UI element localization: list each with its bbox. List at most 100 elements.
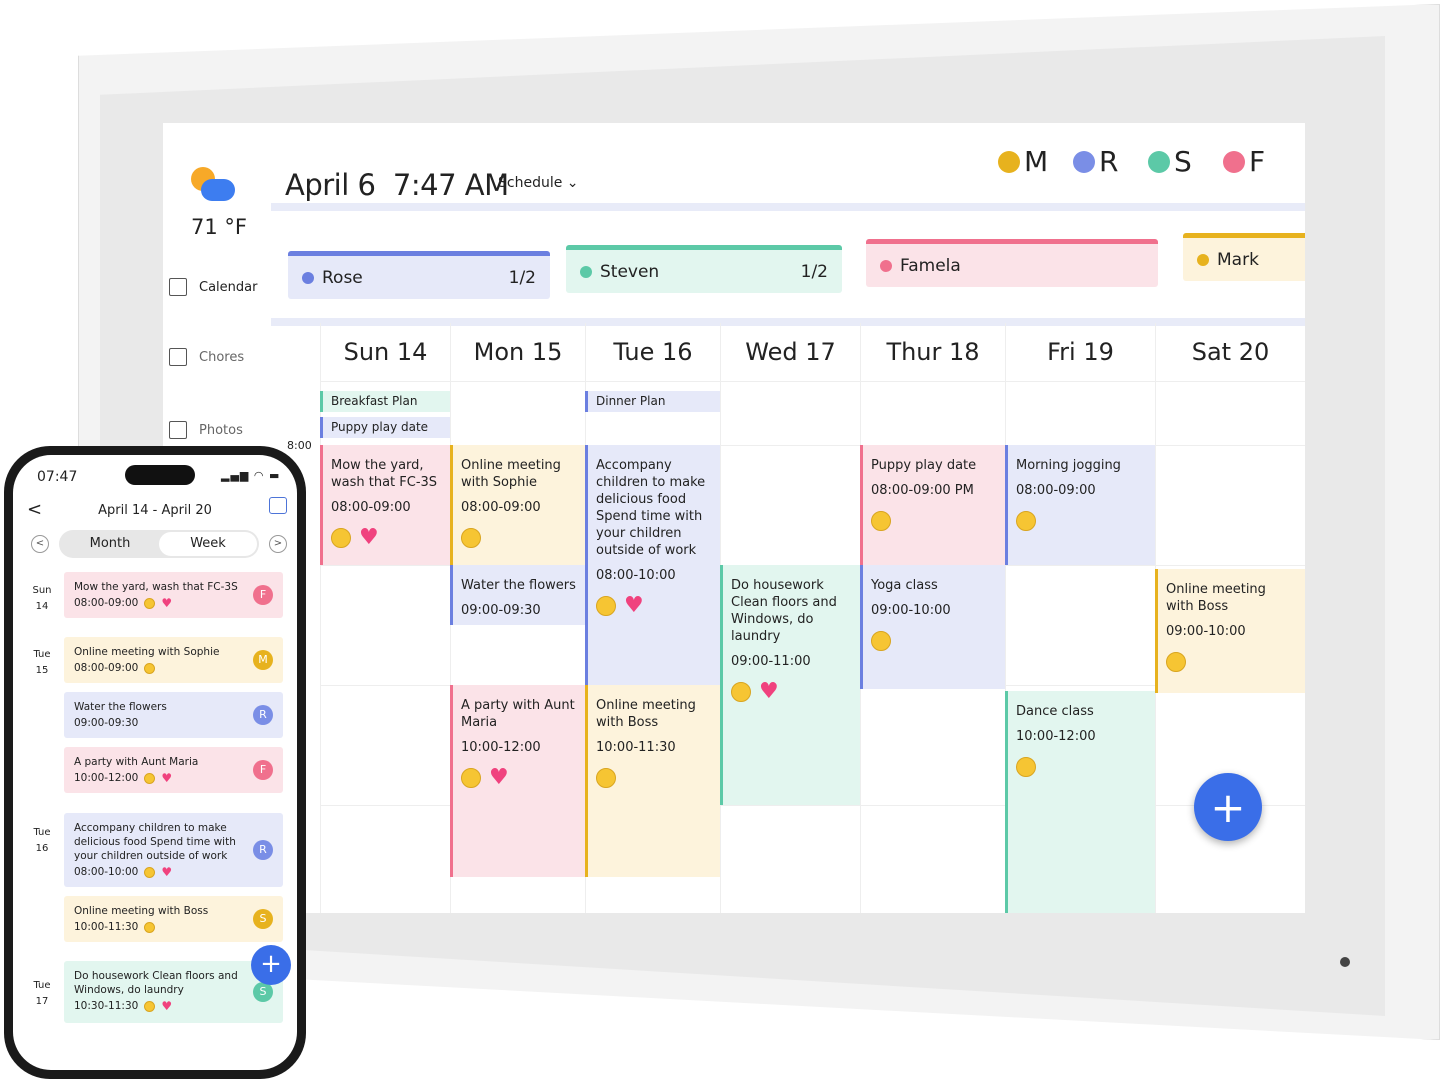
heart-icon: ♥ bbox=[759, 679, 779, 704]
calendar-event[interactable]: Puppy play date 08:00-09:00 PM bbox=[860, 445, 1005, 565]
dynamic-island bbox=[125, 465, 195, 485]
day-header[interactable]: Sun 14 bbox=[320, 323, 450, 381]
smiley-face-icon bbox=[144, 662, 156, 674]
avatar: R bbox=[253, 840, 273, 860]
event-title: Do housework Clean floors and Windows, d… bbox=[74, 970, 238, 996]
calendar-event[interactable]: Yoga class 09:00-10:00 bbox=[860, 565, 1005, 689]
back-button[interactable]: < bbox=[27, 499, 43, 520]
calendar-event[interactable]: A party with Aunt Maria 10:00-12:00 ♥ bbox=[450, 685, 585, 877]
list-event[interactable]: Online meeting with Boss 10:00-11:30 S bbox=[64, 896, 283, 942]
day-header[interactable]: Wed 17 bbox=[720, 323, 860, 381]
legend-item-S: S bbox=[1148, 145, 1192, 178]
member-name: Steven bbox=[600, 261, 660, 282]
event-time: 08:00-09:00 bbox=[74, 662, 139, 674]
day-header[interactable]: Thur 18 bbox=[860, 323, 1005, 381]
smiley-face-icon bbox=[871, 511, 891, 531]
calendar-event[interactable]: Do housework Clean floors and Windows, d… bbox=[720, 565, 860, 805]
event-title: A party with Aunt Maria bbox=[461, 698, 575, 730]
member-card-famela[interactable]: Famela bbox=[866, 239, 1158, 287]
emoji-group: ♥ bbox=[144, 866, 172, 878]
list-event[interactable]: Accompany children to make delicious foo… bbox=[64, 813, 283, 887]
day-of-week: Tue bbox=[33, 980, 51, 991]
smiley-face-icon bbox=[1166, 651, 1186, 672]
member-name: Famela bbox=[900, 255, 961, 276]
list-event[interactable]: Do housework Clean floors and Windows, d… bbox=[64, 961, 283, 1023]
smiley-face-icon bbox=[1016, 757, 1036, 777]
day-header[interactable]: Sat 20 bbox=[1155, 323, 1305, 381]
emoji-group: ♥ bbox=[144, 772, 172, 784]
calendar-event[interactable]: Mow the yard, wash that FC-3S 08:00-09:00… bbox=[320, 445, 450, 565]
camera-dot bbox=[1340, 957, 1350, 967]
next-week-button[interactable]: > bbox=[269, 535, 287, 553]
member-card-mark[interactable]: Mark bbox=[1183, 233, 1305, 281]
calendar-event[interactable]: Water the flowers 09:00-09:30 bbox=[450, 565, 585, 625]
calendar-event[interactable]: Online meeting with Boss 10:00-11:30 bbox=[585, 685, 720, 877]
event-title: Online meeting with Boss bbox=[1166, 581, 1266, 614]
nav-calendar[interactable]: Calendar bbox=[169, 278, 257, 296]
list-event[interactable]: Mow the yard, wash that FC-3S 08:00-09:00… bbox=[64, 572, 283, 618]
day-number: 15 bbox=[35, 665, 49, 676]
day-header[interactable]: Fri 19 bbox=[1005, 323, 1155, 381]
member-color-dot bbox=[998, 150, 1020, 173]
event-title: Online meeting with Boss bbox=[74, 905, 209, 917]
tab-month[interactable]: Month bbox=[89, 536, 131, 551]
chore-count: 1/2 bbox=[800, 261, 828, 282]
time-label: 8:00 bbox=[287, 439, 312, 452]
event-time: 10:00-12:00 bbox=[461, 740, 541, 755]
emoji-group bbox=[144, 662, 156, 674]
member-color-dot bbox=[1223, 150, 1245, 173]
legend-letter: F bbox=[1249, 145, 1266, 178]
event-time-row: 08:00-09:00 ♥ bbox=[74, 596, 273, 610]
avatar: F bbox=[253, 585, 273, 605]
event-time: 09:00-10:00 bbox=[1166, 623, 1246, 639]
calendar-event[interactable]: Online meeting with Boss 09:00-10:00 bbox=[1155, 568, 1305, 694]
smiley-face-icon bbox=[1016, 511, 1036, 531]
event-title: Online meeting with Sophie bbox=[74, 646, 220, 658]
add-event-button[interactable]: + bbox=[251, 945, 291, 985]
day-number: 17 bbox=[35, 996, 49, 1007]
day-header[interactable]: Tue 16 bbox=[585, 323, 720, 381]
partly-cloudy-icon bbox=[191, 165, 235, 205]
avatar: F bbox=[253, 760, 273, 780]
list-event[interactable]: A party with Aunt Maria 10:00-12:00 ♥ F bbox=[64, 747, 283, 793]
member-dot bbox=[880, 259, 892, 272]
emoji-group bbox=[1166, 651, 1297, 672]
all-day-event[interactable]: Breakfast Plan bbox=[320, 391, 450, 412]
heart-icon: ♥ bbox=[359, 525, 379, 550]
legend-item-R: R bbox=[1073, 145, 1118, 178]
avatar: S bbox=[253, 982, 273, 1002]
nav-photos[interactable]: Photos bbox=[169, 421, 243, 439]
hour-line bbox=[320, 445, 1305, 446]
event-title: Dance class bbox=[1016, 704, 1094, 719]
tab-week[interactable]: Week bbox=[159, 532, 257, 556]
calendar-event[interactable]: Morning jogging 08:00-09:00 bbox=[1005, 445, 1155, 565]
heart-icon: ♥ bbox=[489, 765, 509, 790]
hour-line bbox=[320, 805, 1305, 806]
calendar-event[interactable]: Dance class 10:00-12:00 bbox=[1005, 691, 1155, 913]
avatar: S bbox=[253, 909, 273, 929]
calendar-icon[interactable] bbox=[269, 497, 287, 514]
event-time: 08:00-09:00 PM bbox=[871, 483, 974, 498]
current-datetime: April 6 7:47 AM bbox=[285, 168, 509, 202]
list-event[interactable]: Water the flowers 09:00-09:30 R bbox=[64, 692, 283, 738]
nav-chores[interactable]: Chores bbox=[169, 348, 244, 366]
day-header[interactable]: Mon 15 bbox=[450, 323, 585, 381]
emoji-group bbox=[871, 511, 997, 531]
day-label: Tue 17 bbox=[27, 978, 57, 1010]
chevron-down-icon: ⌄ bbox=[566, 175, 579, 191]
event-time: 10:00-12:00 bbox=[1016, 729, 1096, 744]
emoji-group: ♥ bbox=[144, 597, 172, 609]
view-selector[interactable]: Schedule ⌄ bbox=[498, 175, 579, 191]
event-time-row: 10:30-11:30 ♥ bbox=[74, 999, 273, 1013]
day-column-line bbox=[450, 381, 451, 913]
all-day-event[interactable]: Puppy play date bbox=[320, 417, 450, 438]
all-day-event[interactable]: Dinner Plan bbox=[585, 391, 720, 412]
prev-week-button[interactable]: < bbox=[31, 535, 49, 553]
member-card-steven[interactable]: Steven 1/2 bbox=[566, 245, 842, 293]
add-event-button[interactable]: + bbox=[1194, 773, 1262, 841]
list-event[interactable]: Online meeting with Sophie 08:00-09:00 M bbox=[64, 637, 283, 683]
member-card-rose[interactable]: Rose 1/2 bbox=[288, 251, 550, 299]
legend-letter: M bbox=[1024, 145, 1049, 178]
calendar-event[interactable]: Online meeting with Sophie 08:00-09:00 bbox=[450, 445, 585, 565]
calendar-event[interactable]: Accompany children to make delicious foo… bbox=[585, 445, 720, 685]
